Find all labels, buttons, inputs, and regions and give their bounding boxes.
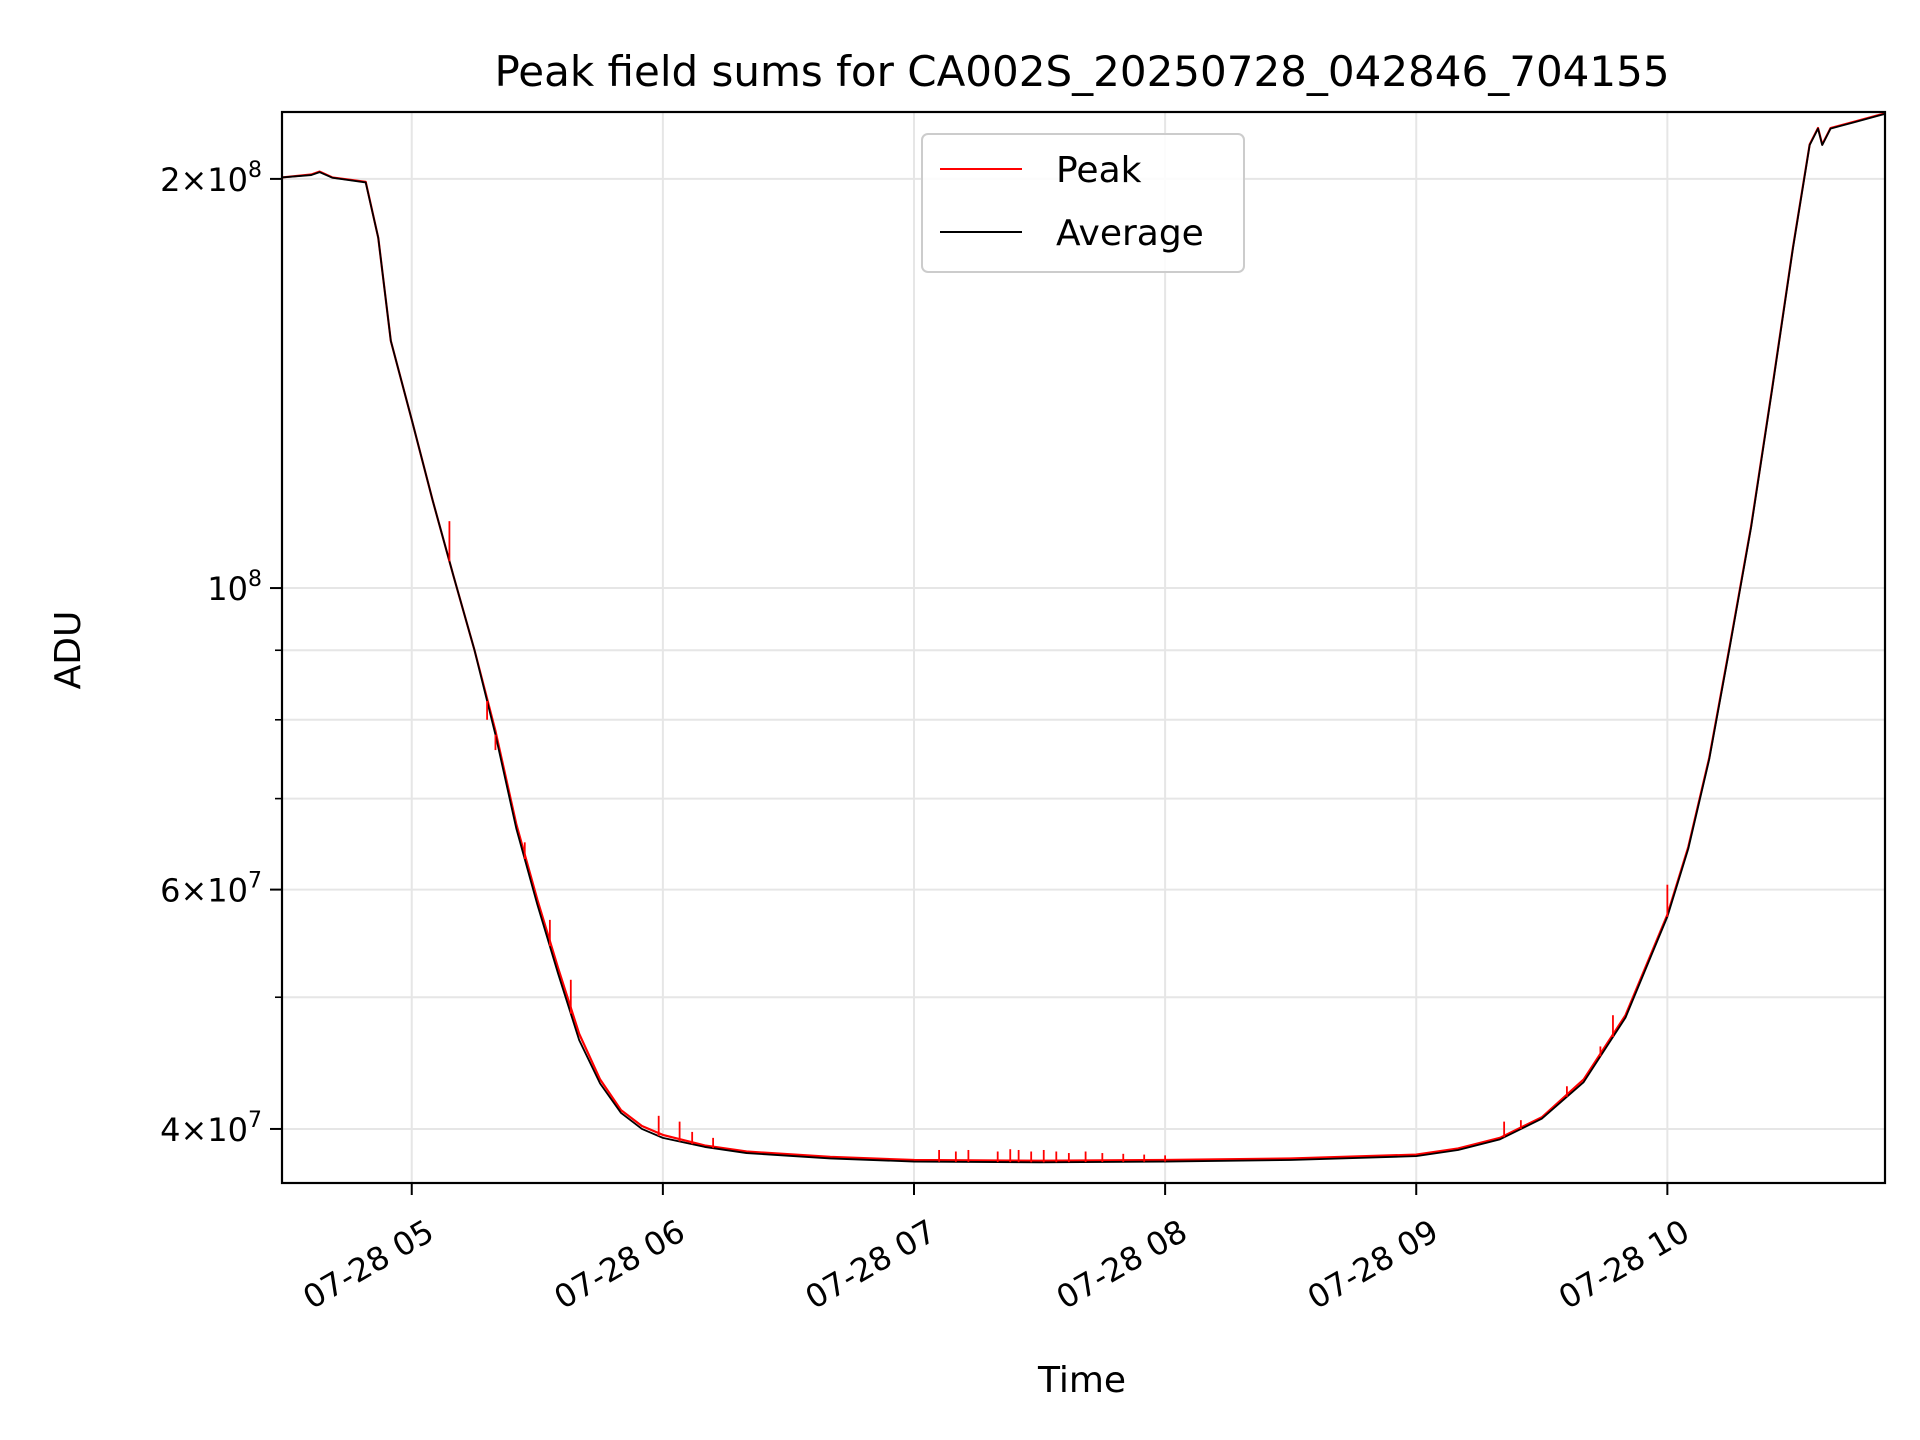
plot-frame	[280, 110, 1887, 1185]
series-line-average	[281, 112, 1886, 1164]
chart-title: Peak field sums for CA002S_20250728_0428…	[494, 47, 1669, 96]
x-axis-title: Time	[1037, 1360, 1126, 1401]
legend-label-average: Average	[1056, 213, 1204, 254]
y-tick-label: 2×108	[160, 158, 262, 199]
y-tick-label: 108	[207, 567, 262, 608]
legend: Peak Average	[921, 133, 1245, 273]
legend-label-peak: Peak	[1056, 150, 1142, 191]
y-axis-title: ADU	[48, 611, 89, 690]
y-ticks: 4×107 6×107 108 2×108	[160, 158, 282, 1149]
y-tick-label: 6×107	[160, 869, 262, 910]
y-tick-label: 4×107	[160, 1108, 262, 1149]
data-layer	[281, 112, 1886, 1164]
